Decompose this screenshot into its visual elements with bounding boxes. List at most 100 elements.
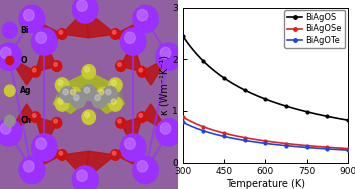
Polygon shape bbox=[89, 85, 124, 113]
Circle shape bbox=[0, 123, 11, 134]
Circle shape bbox=[31, 67, 40, 77]
Circle shape bbox=[77, 0, 87, 11]
Polygon shape bbox=[53, 85, 89, 113]
Polygon shape bbox=[121, 42, 142, 72]
Circle shape bbox=[36, 138, 47, 149]
Circle shape bbox=[58, 99, 63, 104]
Circle shape bbox=[23, 161, 34, 172]
Circle shape bbox=[32, 134, 57, 161]
Polygon shape bbox=[115, 19, 146, 53]
Circle shape bbox=[111, 99, 116, 104]
Text: Bi: Bi bbox=[20, 26, 29, 35]
Circle shape bbox=[55, 97, 69, 111]
Circle shape bbox=[5, 115, 15, 127]
Polygon shape bbox=[62, 72, 115, 98]
Circle shape bbox=[125, 138, 135, 149]
Circle shape bbox=[133, 5, 158, 33]
Circle shape bbox=[23, 9, 34, 21]
Text: Ch: Ch bbox=[20, 116, 32, 125]
Circle shape bbox=[156, 119, 181, 146]
Circle shape bbox=[57, 29, 67, 39]
Circle shape bbox=[63, 89, 68, 95]
Circle shape bbox=[125, 32, 135, 43]
Circle shape bbox=[82, 65, 95, 79]
Circle shape bbox=[0, 43, 22, 70]
Polygon shape bbox=[62, 151, 89, 180]
Circle shape bbox=[120, 28, 146, 55]
Circle shape bbox=[72, 166, 98, 189]
Polygon shape bbox=[62, 9, 89, 38]
Circle shape bbox=[84, 87, 89, 93]
Circle shape bbox=[103, 87, 118, 102]
Polygon shape bbox=[85, 9, 115, 38]
Circle shape bbox=[137, 67, 147, 77]
Circle shape bbox=[111, 80, 116, 85]
Circle shape bbox=[112, 151, 116, 155]
Polygon shape bbox=[142, 57, 169, 85]
Circle shape bbox=[109, 97, 122, 111]
Circle shape bbox=[6, 56, 14, 65]
Circle shape bbox=[137, 112, 147, 122]
Circle shape bbox=[85, 112, 89, 118]
Circle shape bbox=[99, 90, 104, 95]
Polygon shape bbox=[9, 104, 36, 132]
X-axis label: Temperature (K): Temperature (K) bbox=[226, 179, 305, 189]
Circle shape bbox=[82, 110, 95, 124]
Circle shape bbox=[59, 30, 63, 34]
Circle shape bbox=[59, 151, 63, 155]
Circle shape bbox=[110, 150, 120, 160]
Circle shape bbox=[36, 32, 47, 43]
Circle shape bbox=[68, 87, 81, 102]
Circle shape bbox=[116, 118, 126, 128]
Circle shape bbox=[160, 47, 171, 59]
Circle shape bbox=[52, 61, 62, 71]
Circle shape bbox=[110, 29, 120, 39]
Circle shape bbox=[60, 87, 75, 102]
Circle shape bbox=[156, 43, 181, 70]
Circle shape bbox=[116, 61, 126, 71]
Polygon shape bbox=[121, 117, 142, 147]
Circle shape bbox=[133, 156, 158, 184]
Circle shape bbox=[52, 118, 62, 128]
Circle shape bbox=[109, 78, 122, 92]
Text: Ag: Ag bbox=[20, 86, 32, 95]
Polygon shape bbox=[115, 136, 146, 170]
Circle shape bbox=[55, 78, 69, 92]
Circle shape bbox=[137, 9, 148, 21]
Circle shape bbox=[31, 112, 40, 122]
Legend: BiAgOS, BiAgOSe, BiAgOTe: BiAgOS, BiAgOSe, BiAgOTe bbox=[284, 10, 345, 48]
Circle shape bbox=[33, 68, 36, 72]
Polygon shape bbox=[57, 89, 121, 100]
Circle shape bbox=[19, 156, 45, 184]
Circle shape bbox=[32, 28, 57, 55]
Circle shape bbox=[54, 63, 58, 66]
Polygon shape bbox=[36, 42, 57, 72]
Circle shape bbox=[95, 95, 100, 101]
Text: O: O bbox=[20, 56, 27, 65]
Circle shape bbox=[74, 95, 79, 101]
Polygon shape bbox=[85, 151, 115, 180]
Circle shape bbox=[54, 119, 58, 123]
Circle shape bbox=[77, 170, 87, 181]
Circle shape bbox=[112, 30, 116, 34]
Polygon shape bbox=[9, 57, 36, 85]
Circle shape bbox=[19, 5, 45, 33]
Circle shape bbox=[92, 92, 107, 108]
Polygon shape bbox=[142, 104, 169, 132]
Circle shape bbox=[118, 63, 121, 66]
Circle shape bbox=[120, 134, 146, 161]
Circle shape bbox=[72, 0, 98, 23]
Circle shape bbox=[70, 90, 76, 95]
Circle shape bbox=[2, 22, 17, 38]
Circle shape bbox=[5, 85, 15, 96]
Circle shape bbox=[118, 119, 121, 123]
Circle shape bbox=[139, 114, 143, 117]
Circle shape bbox=[85, 67, 89, 72]
Circle shape bbox=[81, 85, 96, 101]
Circle shape bbox=[58, 80, 63, 85]
Circle shape bbox=[96, 87, 110, 102]
Circle shape bbox=[139, 68, 143, 72]
Circle shape bbox=[106, 89, 111, 95]
Circle shape bbox=[71, 92, 86, 108]
Circle shape bbox=[0, 119, 22, 146]
